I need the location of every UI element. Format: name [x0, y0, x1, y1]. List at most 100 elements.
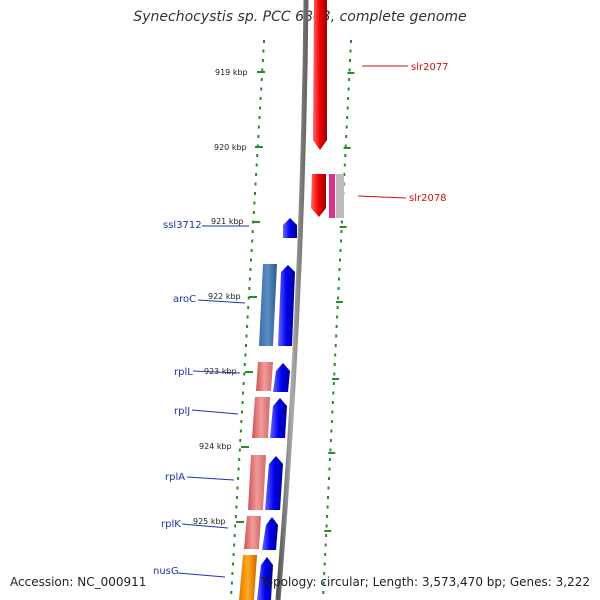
left-guide-dot	[246, 325, 249, 328]
right-guide-tick	[347, 72, 355, 74]
label-ssl3712-text: ssl3712	[163, 220, 202, 231]
right-guide-dot	[347, 87, 350, 91]
left-guide-dot	[251, 230, 254, 233]
right-guide-dot	[335, 334, 338, 338]
gene-rplL-pink-segment[interactable]	[256, 362, 273, 391]
label-rplL-text: rplL	[174, 367, 193, 378]
gene-aroC-steel-segment[interactable]	[259, 264, 277, 346]
right-guide-dot	[333, 363, 336, 366]
gene-rplL-arrow[interactable]	[273, 363, 290, 392]
right-guide-dot	[322, 591, 325, 594]
right-guide-dot	[340, 220, 343, 224]
right-guide-dot	[323, 572, 326, 575]
scale-tick-919: 919 kbp	[215, 68, 265, 77]
label-aroC-text: aroC	[173, 294, 196, 305]
right-guide-dot	[329, 439, 332, 442]
scale-tick-922: 922 kbp	[208, 292, 257, 301]
gene-rplK-pink-segment[interactable]	[244, 516, 261, 549]
right-guide-dot	[340, 239, 342, 243]
gene-slr2077-arrow[interactable]	[313, 0, 327, 150]
right-guide-tick	[328, 452, 336, 454]
label-slr2077[interactable]: slr2077	[362, 62, 449, 73]
scale-label-919: 919 kbp	[215, 68, 248, 77]
left-guide-dot	[242, 382, 245, 385]
left-guide-dot	[245, 334, 248, 338]
right-guide-dot	[332, 382, 335, 385]
left-guide-dot	[233, 543, 236, 547]
left-guide-dot	[261, 68, 264, 72]
label-slr2078[interactable]: slr2078	[357, 193, 447, 204]
left-guide-dot	[259, 97, 262, 100]
right-guide-dot	[347, 97, 350, 100]
right-guide-dot	[338, 277, 340, 281]
left-guide-dot	[259, 106, 262, 110]
right-guide-dot	[327, 486, 330, 490]
label-ssl3712[interactable]: ssl3712	[163, 220, 249, 231]
right-guide-dot	[334, 344, 337, 347]
gene-ssl3712-arrow[interactable]	[283, 218, 297, 238]
left-guide-dot	[246, 315, 249, 319]
right-guide-dot	[323, 562, 326, 566]
left-guide-dot	[232, 553, 235, 556]
scale-label-925: 925 kbp	[193, 517, 226, 526]
label-rplJ[interactable]: rplJ	[174, 406, 239, 417]
left-guide-dot	[253, 201, 256, 205]
label-nusG[interactable]: nusG	[153, 566, 226, 578]
left-guide-dot	[257, 135, 260, 138]
label-rplJ-text: rplJ	[174, 406, 190, 417]
right-guide-dot	[325, 524, 328, 528]
left-guide-dot	[233, 534, 236, 537]
topology-summary-text: Topology: circular; Length: 3,573,470 bp…	[260, 575, 590, 589]
right-guide-dot	[349, 59, 351, 62]
gene-rplA-pink-segment[interactable]	[248, 455, 266, 510]
left-guide-dot	[255, 163, 258, 167]
scale-tick-924: 924 kbp	[199, 442, 249, 451]
gene-rplJ-arrow[interactable]	[270, 398, 287, 438]
right-guide-dot	[345, 125, 348, 129]
left-guide-dot	[248, 287, 251, 290]
right-guide-dot	[344, 144, 347, 148]
label-slr2078-text: slr2078	[409, 193, 447, 204]
gene-rplJ-pink-segment[interactable]	[252, 397, 270, 438]
left-guide-dot	[247, 306, 250, 309]
gene-nusG-orange-segment[interactable]	[239, 555, 257, 600]
genome-backbone	[275, 0, 309, 600]
scale-tick-925: 925 kbp	[193, 517, 244, 526]
label-rplK[interactable]: rplK	[161, 519, 229, 530]
label-slr2077-text: slr2077	[411, 62, 449, 73]
right-guide-dot	[328, 458, 331, 461]
gene-slr2078-pink-segment[interactable]	[329, 174, 335, 218]
label-rplL[interactable]: rplL	[174, 367, 241, 378]
left-guide-dot	[241, 401, 244, 404]
right-guide-dot	[350, 40, 352, 43]
right-guide-dot	[343, 163, 346, 167]
left-guide-dot	[235, 496, 238, 499]
left-guide-dot	[248, 277, 251, 281]
right-guide-dot	[330, 429, 333, 433]
gene-slr2078-grey-segment[interactable]	[336, 174, 344, 218]
gene-rplK-arrow[interactable]	[262, 517, 278, 550]
gene-nusG-arrow[interactable]	[257, 557, 273, 600]
right-guide-tick	[324, 530, 332, 532]
left-guide-dot	[261, 59, 264, 62]
left-dotted-guide	[230, 40, 265, 594]
gene-rplA-arrow[interactable]	[265, 456, 283, 510]
left-guide-dot	[263, 40, 265, 43]
left-guide-dot	[244, 353, 247, 357]
right-guide-dot	[339, 249, 342, 252]
right-guide-dot	[348, 68, 351, 72]
label-rplA[interactable]: rplA	[165, 472, 235, 483]
map-title: Synechocystis sp. PCC 6803, complete gen…	[133, 9, 467, 25]
label-aroC[interactable]: aroC	[173, 294, 246, 305]
right-guide-dot	[325, 534, 328, 537]
right-guide-dot	[331, 410, 334, 414]
right-guide-dot	[346, 106, 349, 110]
gene-slr2078-arrow[interactable]	[311, 174, 326, 217]
gene-aroC-arrow[interactable]	[278, 265, 295, 346]
right-guide-dot	[331, 401, 334, 404]
right-guide-dot	[326, 515, 329, 518]
right-guide-dot	[327, 496, 329, 499]
left-guide-dot	[232, 562, 234, 566]
left-guide-dot	[243, 363, 246, 366]
